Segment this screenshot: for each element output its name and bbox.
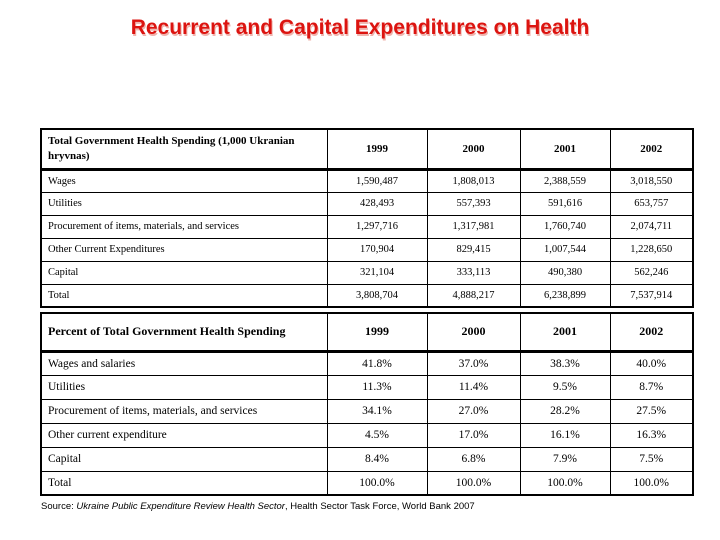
source-note: Source: Ukraine Public Expenditure Revie…	[41, 501, 475, 512]
row-label: Procurement of items, materials, and ser…	[40, 398, 328, 424]
cell-value: 829,415	[426, 237, 521, 262]
cell-value: 333,113	[426, 260, 521, 285]
cell-value: 27.0%	[426, 398, 521, 424]
table-row: Other Current Expenditures 170,904 829,4…	[40, 237, 694, 262]
row-label: Capital	[40, 446, 328, 472]
cell-value: 7.9%	[519, 446, 611, 472]
spending-table: Total Government Health Spending (1,000 …	[40, 128, 694, 308]
cell-value: 11.3%	[326, 374, 428, 400]
year-header: 2000	[426, 128, 521, 171]
cell-value: 1,297,716	[326, 214, 428, 239]
spending-table-title: Total Government Health Spending (1,000 …	[40, 128, 328, 171]
table-row: Procurement of items, materials, and ser…	[40, 214, 694, 239]
cell-value: 17.0%	[426, 422, 521, 448]
table-row: Utilities 11.3% 11.4% 9.5% 8.7%	[40, 374, 694, 400]
year-header: 2002	[609, 312, 694, 353]
cell-value: 8.4%	[326, 446, 428, 472]
cell-value: 2,388,559	[519, 168, 611, 193]
table-row: Capital 321,104 333,113 490,380 562,246	[40, 260, 694, 285]
row-label: Wages	[40, 168, 328, 193]
cell-value: 3,018,550	[609, 168, 694, 193]
cell-value: 1,007,544	[519, 237, 611, 262]
cell-value: 653,757	[609, 191, 694, 216]
cell-value: 37.0%	[426, 350, 521, 376]
cell-value: 321,104	[326, 260, 428, 285]
cell-value: 16.1%	[519, 422, 611, 448]
cell-value: 1,808,013	[426, 168, 521, 193]
cell-value: 41.8%	[326, 350, 428, 376]
cell-value: 27.5%	[609, 398, 694, 424]
cell-value: 100.0%	[519, 470, 611, 496]
table-row: Total 3,808,704 4,888,217 6,238,899 7,53…	[40, 283, 694, 308]
cell-value: 38.3%	[519, 350, 611, 376]
cell-value: 428,493	[326, 191, 428, 216]
table-row: Other current expenditure 4.5% 17.0% 16.…	[40, 422, 694, 448]
table-row: Wages and salaries 41.8% 37.0% 38.3% 40.…	[40, 350, 694, 376]
cell-value: 490,380	[519, 260, 611, 285]
row-label: Other Current Expenditures	[40, 237, 328, 262]
cell-value: 28.2%	[519, 398, 611, 424]
cell-value: 2,074,711	[609, 214, 694, 239]
source-suffix: , Health Sector Task Force, World Bank 2…	[284, 501, 475, 512]
row-label: Other current expenditure	[40, 422, 328, 448]
cell-value: 562,246	[609, 260, 694, 285]
table-row: Wages 1,590,487 1,808,013 2,388,559 3,01…	[40, 168, 694, 193]
cell-value: 7,537,914	[609, 283, 694, 308]
cell-value: 100.0%	[609, 470, 694, 496]
cell-value: 6.8%	[426, 446, 521, 472]
table-row: Utilities 428,493 557,393 591,616 653,75…	[40, 191, 694, 216]
year-header: 2002	[609, 128, 694, 171]
cell-value: 16.3%	[609, 422, 694, 448]
cell-value: 557,393	[426, 191, 521, 216]
cell-value: 34.1%	[326, 398, 428, 424]
year-header: 2001	[519, 312, 611, 353]
cell-value: 4,888,217	[426, 283, 521, 308]
year-header: 1999	[326, 128, 428, 171]
cell-value: 40.0%	[609, 350, 694, 376]
row-label: Capital	[40, 260, 328, 285]
cell-value: 1,590,487	[326, 168, 428, 193]
table-row: Capital 8.4% 6.8% 7.9% 7.5%	[40, 446, 694, 472]
table-row: Procurement of items, materials, and ser…	[40, 398, 694, 424]
cell-value: 100.0%	[426, 470, 521, 496]
cell-value: 170,904	[326, 237, 428, 262]
page-title: Recurrent and Capital Expenditures on He…	[130, 16, 590, 39]
row-label: Utilities	[40, 374, 328, 400]
percent-table: Percent of Total Government Health Spend…	[40, 312, 694, 496]
cell-value: 8.7%	[609, 374, 694, 400]
cell-value: 1,228,650	[609, 237, 694, 262]
year-header: 1999	[326, 312, 428, 353]
cell-value: 100.0%	[326, 470, 428, 496]
percent-table-title: Percent of Total Government Health Spend…	[40, 312, 328, 353]
cell-value: 3,808,704	[326, 283, 428, 308]
year-header: 2000	[426, 312, 521, 353]
cell-value: 4.5%	[326, 422, 428, 448]
cell-value: 1,317,981	[426, 214, 521, 239]
row-label: Total	[40, 470, 328, 496]
cell-value: 11.4%	[426, 374, 521, 400]
spending-table-header-row: Total Government Health Spending (1,000 …	[40, 128, 694, 171]
row-label: Utilities	[40, 191, 328, 216]
table-row: Total 100.0% 100.0% 100.0% 100.0%	[40, 470, 694, 496]
cell-value: 6,238,899	[519, 283, 611, 308]
row-label: Procurement of items, materials, and ser…	[40, 214, 328, 239]
row-label: Total	[40, 283, 328, 308]
cell-value: 9.5%	[519, 374, 611, 400]
year-header: 2001	[519, 128, 611, 171]
cell-value: 7.5%	[609, 446, 694, 472]
source-italic-title: Ukraine Public Expenditure Review Health…	[76, 501, 285, 512]
row-label: Wages and salaries	[40, 350, 328, 376]
cell-value: 591,616	[519, 191, 611, 216]
source-prefix: Source:	[41, 501, 77, 512]
cell-value: 1,760,740	[519, 214, 611, 239]
percent-table-header-row: Percent of Total Government Health Spend…	[40, 312, 694, 353]
